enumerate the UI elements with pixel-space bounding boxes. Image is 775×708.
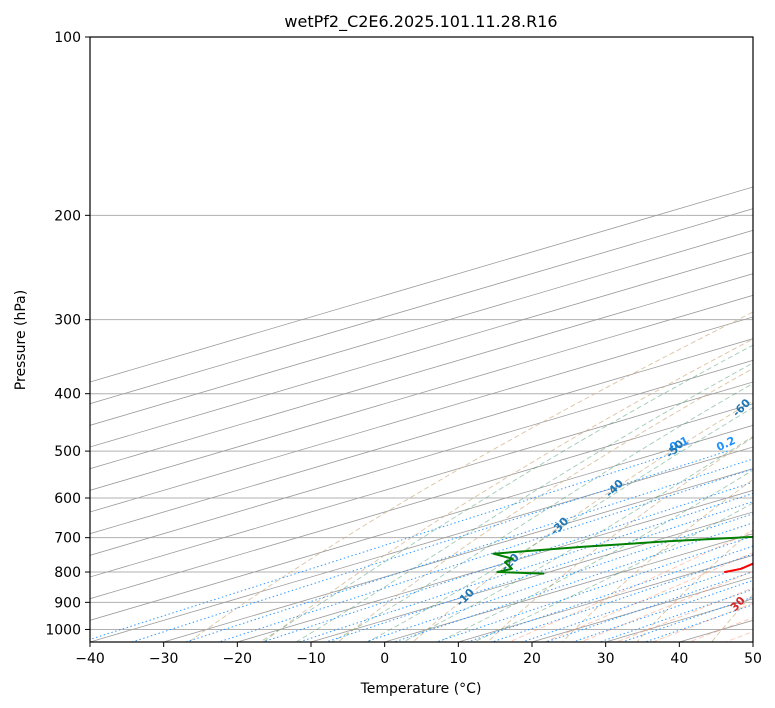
x-tick-label: 30 bbox=[597, 651, 615, 667]
isotherm-line bbox=[90, 446, 753, 642]
isotherm-line bbox=[90, 273, 753, 470]
isotherm-line bbox=[90, 338, 753, 535]
y-tick-label: 300 bbox=[54, 313, 81, 329]
isotherm-line bbox=[163, 468, 753, 642]
moist-adiabat-line bbox=[580, 570, 753, 642]
mixing-ratio-line bbox=[436, 535, 753, 642]
y-tick-label: 900 bbox=[54, 595, 81, 611]
isotherm-line bbox=[90, 359, 753, 556]
isotherm-line bbox=[90, 403, 753, 600]
chart-title: wetPf2_C2E6.2025.101.11.28.R16 bbox=[284, 12, 557, 32]
y-axis-title: Pressure (hPa) bbox=[13, 290, 29, 390]
x-tick-label: −40 bbox=[75, 651, 105, 667]
isotherm-line bbox=[90, 208, 753, 405]
mixing-ratio-line bbox=[394, 522, 753, 642]
y-tick-label: 100 bbox=[54, 30, 81, 46]
y-tick-label: 400 bbox=[54, 387, 81, 403]
x-tick-label: −10 bbox=[296, 651, 326, 667]
isotherm-line bbox=[90, 186, 753, 383]
y-tick-label: 1000 bbox=[45, 622, 81, 638]
x-tick-label: 20 bbox=[523, 651, 541, 667]
mixing-ratio-line bbox=[325, 501, 753, 642]
y-tick-label: 700 bbox=[54, 531, 81, 547]
mixing-ratio-line bbox=[622, 596, 753, 642]
isotherm-line bbox=[384, 533, 753, 642]
x-tick-label: 10 bbox=[449, 651, 467, 667]
y-tick-label: 200 bbox=[54, 208, 81, 224]
mixing-ratio-line bbox=[218, 468, 753, 642]
dewpoint-profile-line bbox=[492, 535, 753, 575]
moist-adiabat-line bbox=[402, 436, 753, 642]
mixing-ratio-line bbox=[572, 579, 753, 642]
dry-adiabat-line bbox=[188, 311, 753, 642]
mixing-ratio-line bbox=[185, 458, 753, 642]
moist-adiabat-line bbox=[509, 529, 753, 642]
moist-adiabat-line bbox=[331, 382, 753, 642]
isotherm-line bbox=[90, 229, 753, 426]
isotherm-line bbox=[237, 489, 753, 642]
isotherm-line bbox=[90, 251, 753, 448]
moist-adiabat-line bbox=[438, 469, 753, 642]
x-tick-label: 40 bbox=[670, 651, 688, 667]
isotherm-line bbox=[90, 424, 753, 621]
x-tick-label: 50 bbox=[744, 651, 762, 667]
x-tick-label: 0 bbox=[380, 651, 389, 667]
dry-adiabat-line bbox=[263, 338, 753, 642]
profile-lines bbox=[492, 535, 753, 575]
mixing-ratio-line bbox=[131, 450, 728, 642]
dry-adiabat-line bbox=[487, 436, 753, 642]
plot-frame bbox=[89, 36, 754, 643]
mixing-ratio-line bbox=[365, 513, 753, 642]
dry-adiabat-line bbox=[636, 529, 753, 642]
moist-adiabat-line bbox=[259, 344, 753, 642]
x-tick-label: −30 bbox=[149, 651, 179, 667]
isotherm-line bbox=[90, 381, 753, 578]
isotherm-line bbox=[90, 316, 753, 513]
y-tick-label: 800 bbox=[54, 565, 81, 581]
mixing-ratio-line bbox=[262, 481, 753, 642]
background-lines bbox=[90, 37, 753, 642]
dry-adiabat-line bbox=[561, 478, 753, 642]
isotherm-line bbox=[90, 294, 753, 491]
axes: −40 −30 −20 −10 0 10 20 30 40 50 100 200 300 400 500 60… bbox=[45, 30, 762, 667]
moist-adiabat-line bbox=[544, 552, 753, 642]
y-tick-label: 500 bbox=[54, 444, 81, 460]
moist-adiabat-line bbox=[295, 362, 753, 642]
x-tick-label: −20 bbox=[223, 651, 253, 667]
moist-adiabat-line bbox=[473, 502, 753, 642]
isotherm-line bbox=[310, 511, 753, 642]
x-axis-title: Temperature (°C) bbox=[360, 681, 482, 697]
y-tick-label: 600 bbox=[54, 491, 81, 507]
